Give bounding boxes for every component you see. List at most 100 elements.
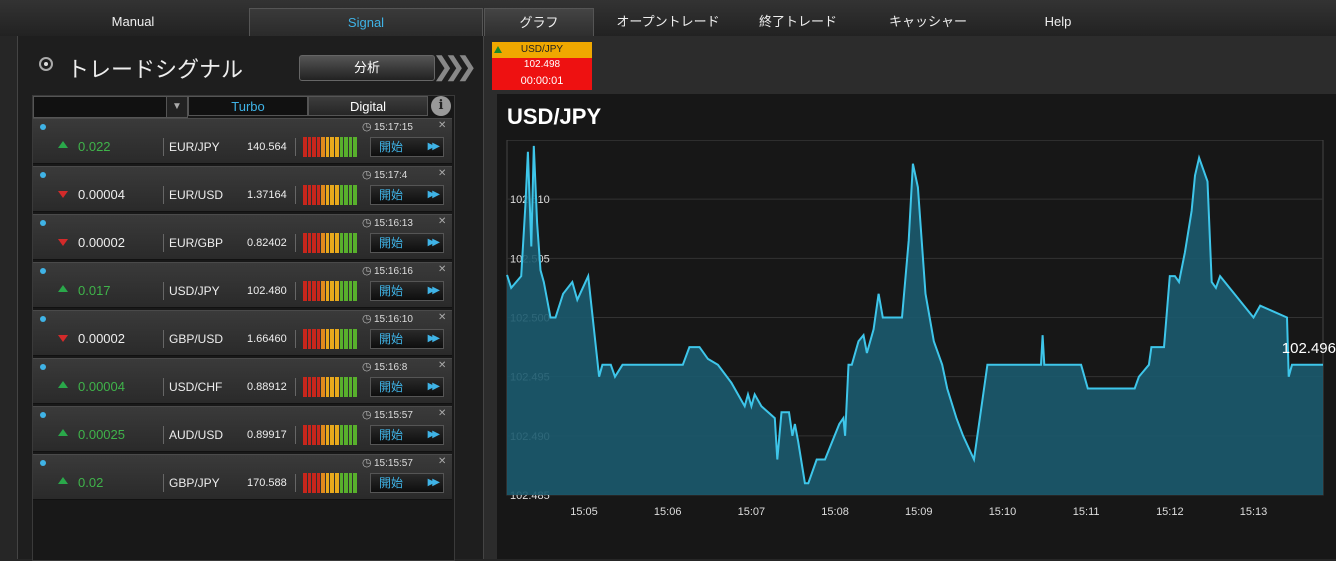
nav-closed-trades[interactable]: 終了トレード [758,14,837,29]
close-icon[interactable]: ✕ [438,120,447,131]
signal-price: 1.37164 [247,189,287,201]
x-tick-label: 15:13 [1240,506,1268,518]
close-icon[interactable]: ✕ [438,408,447,419]
status-dot-icon [40,364,46,370]
status-dot-icon [40,268,46,274]
meter-bar [321,137,325,157]
start-button[interactable]: 開始 ▶▶ [370,425,444,445]
signal-strength-meter [303,233,357,253]
signal-pair: EUR/JPY [169,140,220,154]
fast-forward-icon: ▶▶ [427,429,441,440]
meter-bar [348,185,353,205]
nav-help[interactable]: Help [1044,14,1072,29]
signal-change: 0.00004 [78,187,125,202]
meter-bar [335,377,339,397]
meter-bar [330,137,335,157]
price-area [507,145,1323,495]
meter-bar [303,281,307,301]
close-icon[interactable]: ✕ [438,312,447,323]
status-dot-icon [40,316,46,322]
meter-bar [325,137,330,157]
meter-bar [335,233,339,253]
meter-bar [321,377,325,397]
chevron-down-icon[interactable]: ▼ [166,96,188,118]
meter-bar [353,185,357,205]
start-button[interactable]: 開始 ▶▶ [370,473,444,493]
meter-bar [325,281,330,301]
divider [295,234,296,252]
meter-bar [325,425,330,445]
fast-forward-icon: ▶▶ [427,141,441,152]
nav-tab-manual[interactable]: Manual [111,14,155,29]
x-tick-label: 15:09 [905,506,933,518]
nav-tab-signal[interactable]: Signal [249,8,483,37]
divider [163,330,164,348]
close-icon[interactable]: ✕ [438,168,447,179]
start-button-label: 開始 [379,476,404,490]
signal-pair: USD/CHF [169,380,223,394]
meter-bar [307,137,312,157]
nav-tab-graph[interactable]: グラフ [484,8,594,37]
meter-bar [348,377,353,397]
meter-bar [316,185,321,205]
clock-icon: ◷ [362,265,372,277]
signal-strength-meter [303,425,357,445]
meter-bar [339,329,344,349]
meter-bar [321,473,325,493]
analyze-button[interactable]: 分析 [299,55,435,81]
asset-filter-select[interactable] [33,96,167,118]
close-icon[interactable]: ✕ [438,456,447,467]
meter-bar [348,473,353,493]
start-button[interactable]: 開始 ▶▶ [370,329,444,349]
meter-bar [330,377,335,397]
start-button[interactable]: 開始 ▶▶ [370,185,444,205]
meter-bar [303,329,307,349]
nav-cashier[interactable]: キャッシャー [888,14,967,29]
ticker-price: 102.498 [523,59,561,70]
meter-bar [344,185,348,205]
meter-bar [344,233,348,253]
divider [295,474,296,492]
signal-time: 15:17:15 [374,122,413,133]
meter-bar [316,233,321,253]
signal-strength-meter [303,185,357,205]
meter-bar [312,377,316,397]
x-tick-label: 15:06 [654,506,682,518]
arrow-up-icon [58,429,68,436]
signal-time: 15:17:4 [374,170,408,181]
meter-bar [348,281,353,301]
signal-change: 0.00002 [78,331,125,346]
start-button[interactable]: 開始 ▶▶ [370,233,444,253]
meter-bar [339,233,344,253]
divider [163,186,164,204]
clock-icon: ◷ [362,457,372,469]
clock-icon: ◷ [362,361,372,373]
close-icon[interactable]: ✕ [438,360,447,371]
start-button[interactable]: 開始 ▶▶ [370,137,444,157]
meter-bar [321,185,325,205]
tab-turbo[interactable]: Turbo [188,96,308,116]
close-icon[interactable]: ✕ [438,264,447,275]
x-tick-label: 15:12 [1156,506,1184,518]
info-icon[interactable]: i [431,96,451,116]
nav-open-trades[interactable]: オープントレード [616,14,720,29]
meter-bar [307,425,312,445]
signal-strength-meter [303,281,357,301]
meter-bar [307,377,312,397]
close-icon[interactable]: ✕ [438,216,447,227]
signal-change: 0.00025 [78,427,125,442]
start-button[interactable]: 開始 ▶▶ [370,281,444,301]
meter-bar [353,425,357,445]
meter-bar [330,281,335,301]
meter-bar [339,377,344,397]
start-button[interactable]: 開始 ▶▶ [370,377,444,397]
divider [295,426,296,444]
meter-bar [321,281,325,301]
tab-digital[interactable]: Digital [308,96,428,116]
signal-price: 1.66460 [247,333,287,345]
divider [163,474,164,492]
signal-row: 15:16:13 ✕ 0.00002 EUR/GBP 0.82402 開始 ▶▶ [33,214,452,260]
meter-bar [353,137,357,157]
divider [295,138,296,156]
signal-radio-icon[interactable] [39,57,53,71]
